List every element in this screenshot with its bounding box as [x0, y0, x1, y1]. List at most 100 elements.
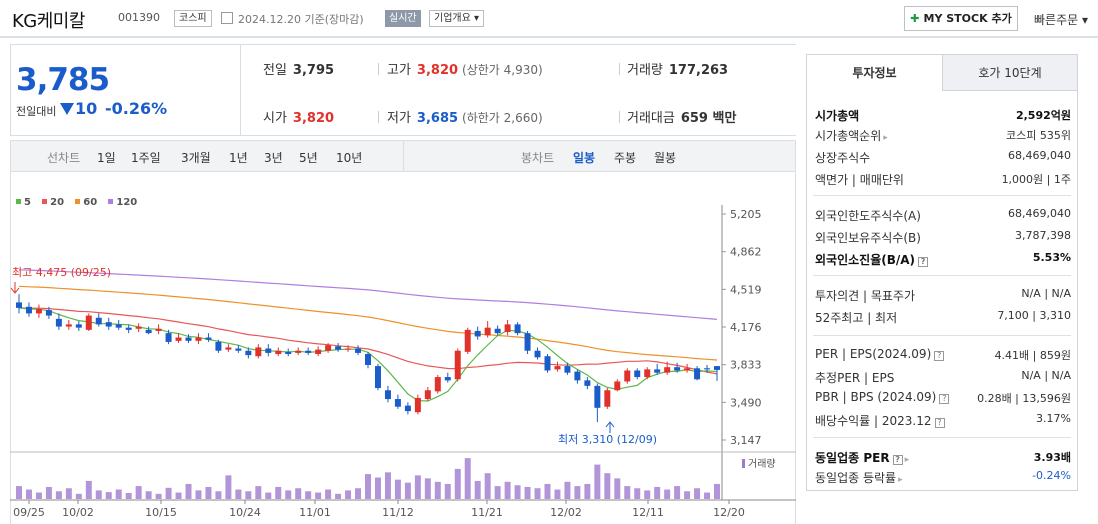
investment-info-panel: 투자정보 호가 10단계 시가총액 2,592억원 시가총액순위 ▸ 코스피 535위 상… — [806, 54, 1078, 491]
divider — [378, 111, 379, 123]
stat-value: 3,820 — [416, 63, 459, 78]
divider — [619, 63, 620, 75]
info-value: 3.17% — [1036, 412, 1071, 425]
info-label: 상장주식수 — [815, 151, 871, 165]
period-3m[interactable]: 3개월 — [181, 151, 211, 165]
info-label[interactable]: 시가총액순위 ▸ — [815, 129, 888, 143]
divider — [813, 437, 1071, 438]
info-value: -0.24% — [1032, 469, 1071, 482]
divider — [403, 141, 404, 171]
info-value: 3,787,398 — [1015, 229, 1071, 242]
info-value: 1,000원 | 1주 — [1001, 173, 1071, 186]
period-1d[interactable]: 1일 — [97, 151, 116, 165]
info-label: PBR | BPS (2024.09)? — [815, 390, 950, 404]
caret-right-icon: ▸ — [904, 455, 910, 465]
stat-label: 거래대금 — [627, 111, 675, 126]
down-triangle-icon — [60, 103, 74, 115]
tab-investment-info[interactable]: 투자정보 — [807, 55, 942, 91]
stat-low: 저가 3,685 (하한가 2,660) — [387, 107, 543, 126]
period-1w[interactable]: 1주일 — [131, 151, 161, 165]
info-tabs: 투자정보 호가 10단계 — [807, 55, 1077, 91]
info-row: 투자의견 | 목표주가 N/A | N/A — [815, 285, 1071, 305]
period-monthly[interactable]: 월봉 — [654, 151, 677, 165]
info-label: 외국인보유주식수(B) — [815, 231, 921, 245]
calendar-icon — [221, 12, 233, 24]
price-change-pct: -0.26% — [105, 99, 168, 118]
help-icon[interactable]: ? — [892, 455, 903, 465]
price-change: 10 — [75, 99, 98, 118]
stat-label: 거래량 — [627, 63, 663, 78]
change-label: 전일대비 — [16, 105, 57, 118]
realtime-button[interactable]: 실시간 — [385, 10, 421, 27]
current-price-box: 3,785 전일대비 10 -0.26% — [10, 44, 241, 136]
info-label[interactable]: 동일업종 PER? ▸ — [815, 451, 910, 465]
info-label[interactable]: 동일업종 등락률 ▸ — [815, 471, 903, 485]
info-value: 68,469,040 — [1008, 149, 1071, 162]
info-label: 투자의견 | 목표주가 — [815, 289, 915, 303]
stat-open: 시가 3,820 — [263, 107, 334, 126]
stat-value: 3,685 — [416, 111, 459, 126]
legend-ma5: 5 — [16, 197, 31, 208]
caret-right-icon: ▸ — [898, 475, 903, 485]
my-stock-add-button[interactable]: ✚ MY STOCK 추가 — [904, 6, 1018, 31]
info-row: 52주최고 | 최저 7,100 | 3,310 — [815, 307, 1071, 327]
period-5y[interactable]: 5년 — [299, 151, 318, 165]
stock-header: KG케미칼 001390 코스피 2024.12.20 기준(장마감) 실시간 … — [0, 0, 1098, 38]
info-row: PBR | BPS (2024.09)? 0.28배 | 13,596원 — [815, 388, 1071, 408]
divider — [619, 111, 620, 123]
info-label: 시가총액 — [815, 109, 860, 123]
info-row: 동일업종 등락률 ▸ -0.24% — [815, 467, 1071, 487]
info-row: 외국인한도주식수(A) 68,469,040 — [815, 205, 1071, 225]
divider — [813, 275, 1071, 276]
stat-label: 시가 — [263, 111, 287, 126]
quick-order-dropdown[interactable]: 빠른주문 ▾ — [1034, 13, 1088, 27]
caret-right-icon: ▸ — [883, 133, 888, 143]
corp-info-dropdown[interactable]: 기업개요 ▾ — [429, 10, 484, 27]
info-label: PER | EPS(2024.09)? — [815, 347, 945, 361]
info-row: 동일업종 PER? ▸ 3.93배 — [815, 447, 1071, 467]
info-row: 배당수익률 | 2023.12? 3.17% — [815, 410, 1071, 430]
legend-ma60: 60 — [75, 197, 97, 208]
info-value: 2,592억원 — [1015, 109, 1071, 122]
plus-icon: ✚ — [910, 12, 920, 25]
help-icon[interactable]: ? — [934, 418, 945, 428]
stock-name: KG케미칼 — [12, 11, 85, 32]
period-daily[interactable]: 일봉 — [573, 151, 596, 165]
help-icon[interactable]: ? — [939, 394, 950, 404]
info-value: 7,100 | 3,310 — [997, 309, 1071, 322]
stat-volume: 거래량 177,263 — [627, 59, 728, 78]
info-value: 68,469,040 — [1008, 207, 1071, 220]
help-icon[interactable]: ? — [934, 351, 945, 361]
info-row: PER | EPS(2024.09)? 4.41배 | 859원 — [815, 345, 1071, 365]
line-chart-label: 선차트 — [47, 151, 81, 165]
info-value: 4.41배 | 859원 — [994, 349, 1071, 362]
info-value: N/A | N/A — [1021, 369, 1071, 382]
market-badge: 코스피 — [174, 10, 212, 27]
period-1y[interactable]: 1년 — [229, 151, 248, 165]
tab-order-book[interactable]: 호가 10단계 — [942, 55, 1077, 91]
info-value: 3.93배 — [1033, 451, 1071, 464]
info-row: 추정PER | EPS N/A | N/A — [815, 367, 1071, 387]
stat-prev: 전일 3,795 — [263, 59, 334, 78]
info-row: 상장주식수 68,469,040 — [815, 147, 1071, 167]
stat-amount: 거래대금 659 백만 — [627, 107, 736, 126]
stat-value: 3,820 — [292, 111, 335, 126]
legend-ma20: 20 — [42, 197, 64, 208]
price-stats: 전일 3,795 고가 3,820 (상한가 4,930) 거래량 177,263 시가… — [241, 44, 796, 136]
period-10y[interactable]: 10년 — [336, 151, 363, 165]
current-price: 3,785 — [16, 62, 110, 98]
divider — [813, 195, 1071, 196]
base-date: 2024.12.20 기준(장마감) — [238, 13, 364, 26]
stat-high: 고가 3,820 (상한가 4,930) — [387, 59, 543, 78]
stat-value: 3,795 — [292, 63, 335, 78]
divider — [378, 63, 379, 75]
info-value: 0.28배 | 13,596원 — [977, 392, 1071, 405]
help-icon[interactable]: ? — [918, 257, 929, 267]
stat-label: 전일 — [263, 63, 287, 78]
chart-period-bar: 선차트 1일 1주일 3개월 1년 3년 5년 10년 봉차트 일봉 주봉 월봉 — [10, 140, 796, 172]
divider — [813, 335, 1071, 336]
info-label: 외국인소진율(B/A)? — [815, 251, 929, 268]
period-3y[interactable]: 3년 — [264, 151, 283, 165]
period-weekly[interactable]: 주봉 — [614, 151, 637, 165]
